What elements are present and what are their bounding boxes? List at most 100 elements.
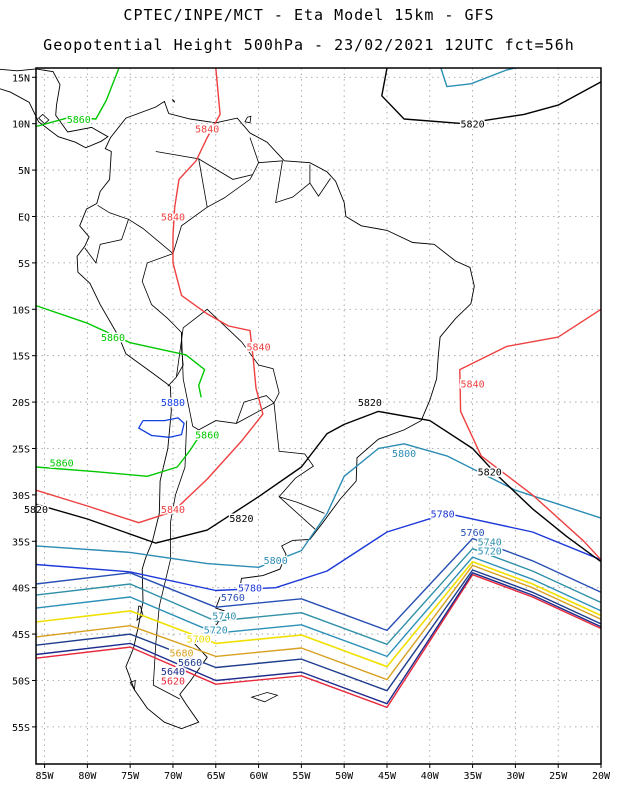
contour-label: 5680 — [169, 649, 193, 660]
contour-label: 5840 — [161, 212, 185, 223]
contour-label: 5840 — [195, 124, 219, 135]
lat-tick-label: 5S — [18, 259, 30, 270]
lon-tick-label: 45W — [378, 771, 397, 782]
contour-line — [35, 410, 602, 563]
lon-tick-label: 60W — [250, 771, 269, 782]
country-border — [198, 137, 260, 180]
map-frame — [35, 67, 602, 765]
lon-tick-label: 50W — [335, 771, 354, 782]
contour-label: 5800 — [392, 449, 416, 460]
contour-line — [35, 67, 264, 524]
contour-line — [35, 569, 602, 692]
contour-line — [381, 67, 602, 125]
contour-label: 5840 — [161, 505, 185, 516]
contour-label: 5640 — [161, 667, 185, 678]
lat-tick-label: 20S — [12, 398, 30, 409]
contour-line — [440, 67, 516, 88]
contour-label: 5700 — [187, 635, 211, 646]
contour-label: 5740 — [478, 537, 502, 548]
lat-tick-label: 25S — [12, 444, 30, 455]
contour-line — [35, 556, 602, 658]
contour-line — [35, 560, 602, 668]
lat-tick-label: 5N — [18, 166, 30, 177]
lat-tick-label: 30S — [12, 491, 30, 502]
contour-label: 5820 — [478, 468, 502, 479]
contour-label: 5840 — [247, 342, 271, 353]
country-border — [128, 218, 174, 254]
contour-line — [459, 308, 602, 561]
country-border — [167, 332, 184, 387]
contour-line — [35, 512, 602, 592]
central-america-coastline — [0, 68, 109, 149]
map-title: CPTEC/INPE/MCT - Eta Model 15km - GFS — [123, 6, 495, 24]
contour-label: 5620 — [161, 676, 185, 687]
lat-tick-label: 15S — [12, 352, 30, 363]
coastlines-and-borders — [0, 68, 475, 730]
island-outline — [38, 113, 50, 125]
height-contours — [35, 67, 602, 709]
contour-line — [35, 67, 120, 128]
contour-line — [35, 537, 602, 632]
contour-line — [35, 572, 602, 705]
contour-line — [35, 443, 602, 568]
country-border — [141, 151, 316, 530]
lon-tick-label: 55W — [292, 771, 311, 782]
contour-label: 5800 — [264, 556, 288, 567]
lon-tick-label: 65W — [207, 771, 226, 782]
contour-label: 5780 — [238, 584, 262, 595]
country-border — [235, 395, 275, 424]
country-border — [176, 308, 280, 404]
country-border — [309, 178, 331, 197]
country-border — [258, 160, 311, 204]
south-america-coastline — [76, 100, 475, 730]
contour-label: 5860 — [50, 458, 74, 469]
lat-tick-label: 40S — [12, 584, 30, 595]
contour-line — [35, 304, 206, 398]
lat-tick-label: 35S — [12, 537, 30, 548]
lon-tick-label: 20W — [592, 771, 611, 782]
lat-tick-label: EQ — [18, 212, 30, 223]
lon-tick-label: 70W — [164, 771, 183, 782]
contour-line — [35, 574, 602, 709]
contour-label: 5660 — [178, 658, 202, 669]
contour-label: 5780 — [431, 509, 455, 520]
contour-label: 5720 — [204, 625, 228, 636]
contour-label: 5860 — [67, 115, 91, 126]
contour-label: 5740 — [212, 612, 236, 623]
country-border — [152, 420, 188, 700]
island-outline — [129, 679, 136, 692]
axis-ticks: 85W 80W 75W 70W 65W 60W 55W 50W 45W 40W 35W 30W 25W 2… — [12, 73, 611, 782]
lat-tick-label: 10N — [12, 120, 30, 131]
country-border — [207, 174, 253, 208]
island-outline — [244, 115, 252, 124]
contour-label: 5860 — [101, 333, 125, 344]
map-subtitle: Geopotential Height 500hPa - 23/02/2021 … — [43, 36, 575, 54]
lat-tick-label: 55S — [12, 723, 30, 734]
island-outline — [171, 99, 176, 103]
lon-tick-label: 85W — [36, 771, 55, 782]
lat-tick-label: 50S — [12, 676, 30, 687]
lat-tick-label: 10S — [12, 305, 30, 316]
contour-label: 5760 — [461, 528, 485, 539]
lon-tick-label: 25W — [549, 771, 568, 782]
contour-line — [35, 564, 602, 681]
contour-line — [138, 417, 185, 438]
map-gridlines — [36, 68, 602, 764]
island-outline — [250, 692, 279, 703]
contour-label: 5760 — [221, 593, 245, 604]
contour-labels: 5820582058205820582058405840584058405840… — [22, 114, 503, 689]
contour-label: 5820 — [229, 514, 253, 525]
lon-tick-label: 30W — [506, 771, 525, 782]
contour-label: 5720 — [478, 547, 502, 558]
lat-tick-label: 15N — [12, 73, 30, 84]
contour-line — [35, 434, 201, 477]
contour-label: 5840 — [461, 380, 485, 391]
contour-label: 5860 — [195, 431, 219, 442]
contour-label: 5820 — [358, 398, 382, 409]
contour-line — [35, 548, 602, 645]
lon-tick-label: 40W — [421, 771, 440, 782]
lon-tick-label: 80W — [78, 771, 97, 782]
country-border — [84, 204, 130, 264]
lon-tick-label: 75W — [121, 771, 140, 782]
contour-label: 5820 — [461, 120, 485, 131]
